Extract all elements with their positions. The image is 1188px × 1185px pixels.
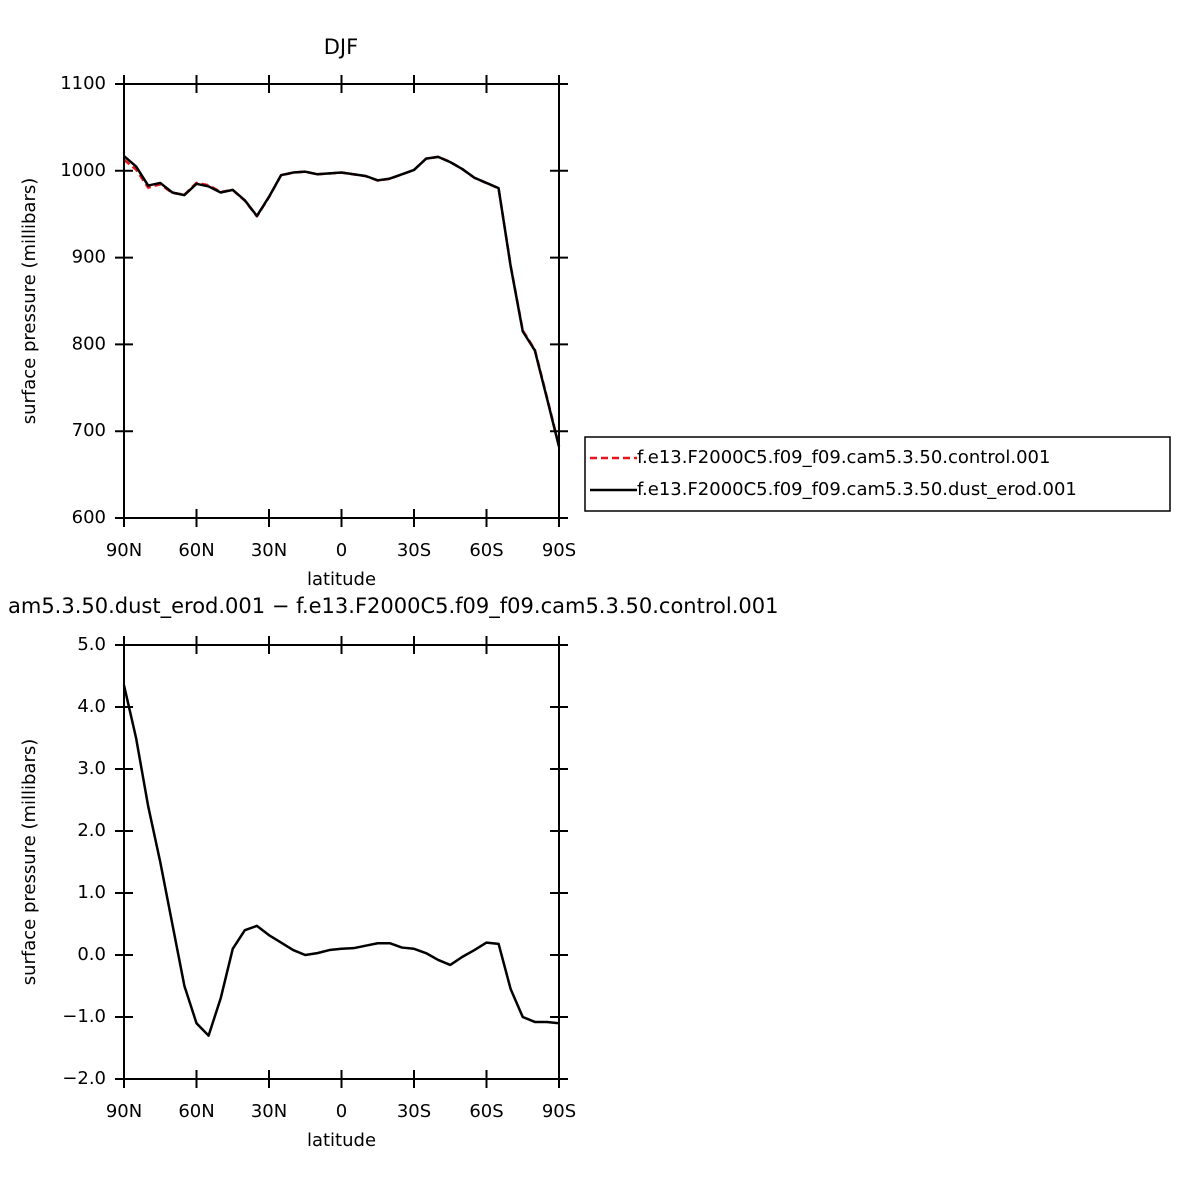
chart-panel: am5.3.50.dust_erod.001 − f.e13.F2000C5.f… <box>8 594 778 1151</box>
data-line <box>122 685 560 1037</box>
chart-title: am5.3.50.dust_erod.001 − f.e13.F2000C5.f… <box>8 594 778 619</box>
x-tick-label: 30S <box>397 540 431 561</box>
y-tick-label: 4.0 <box>77 696 106 717</box>
x-tick-label: 30N <box>251 1101 287 1122</box>
plot-frame <box>123 644 560 1080</box>
x-axis-label: latitude <box>307 569 376 590</box>
x-tick-label: 30S <box>397 1101 431 1122</box>
y-tick-label: 2.0 <box>77 820 106 841</box>
y-tick-label: 0.0 <box>77 944 106 965</box>
legend: f.e13.F2000C5.f09_f09.cam5.3.50.control.… <box>584 436 1171 512</box>
y-tick-label: 600 <box>72 507 106 528</box>
x-tick-label: 30N <box>251 540 287 561</box>
x-tick-label: 60S <box>469 540 503 561</box>
x-tick-label: 60N <box>178 540 214 561</box>
x-tick-label: 0 <box>336 1101 347 1122</box>
x-tick-label: 60N <box>178 1101 214 1122</box>
x-tick-label: 90S <box>542 540 576 561</box>
y-axis-label: surface pressure (millibars) <box>19 178 40 425</box>
y-axis-label: surface pressure (millibars) <box>19 739 40 986</box>
x-tick-label: 90S <box>542 1101 576 1122</box>
y-tick-label: 800 <box>72 333 106 354</box>
y-tick-label: 700 <box>72 420 106 441</box>
data-line <box>123 155 561 448</box>
x-tick-label: 0 <box>336 540 347 561</box>
legend-label: f.e13.F2000C5.f09_f09.cam5.3.50.control.… <box>637 447 1050 468</box>
chart-panel: DJF latitude surface pressure (millibars) 6… <box>19 35 576 590</box>
x-tick-label: 90N <box>106 540 142 561</box>
legend-box <box>584 436 1171 512</box>
y-tick-label: 1100 <box>60 73 106 94</box>
legend-label: f.e13.F2000C5.f09_f09.cam5.3.50.dust_ero… <box>637 479 1077 500</box>
y-tick-label: 1.0 <box>77 882 106 903</box>
y-tick-label: 5.0 <box>77 634 106 655</box>
y-tick-label: 900 <box>72 247 106 268</box>
plot-frame <box>123 83 560 519</box>
chart-title: DJF <box>324 35 358 59</box>
x-axis-label: latitude <box>307 1130 376 1151</box>
y-tick-label: −2.0 <box>62 1068 106 1089</box>
y-tick-label: 1000 <box>60 160 106 181</box>
y-tick-label: −1.0 <box>62 1006 106 1027</box>
x-tick-label: 90N <box>106 1101 142 1122</box>
data-line <box>123 155 561 447</box>
y-tick-label: 3.0 <box>77 758 106 779</box>
x-tick-label: 60S <box>469 1101 503 1122</box>
